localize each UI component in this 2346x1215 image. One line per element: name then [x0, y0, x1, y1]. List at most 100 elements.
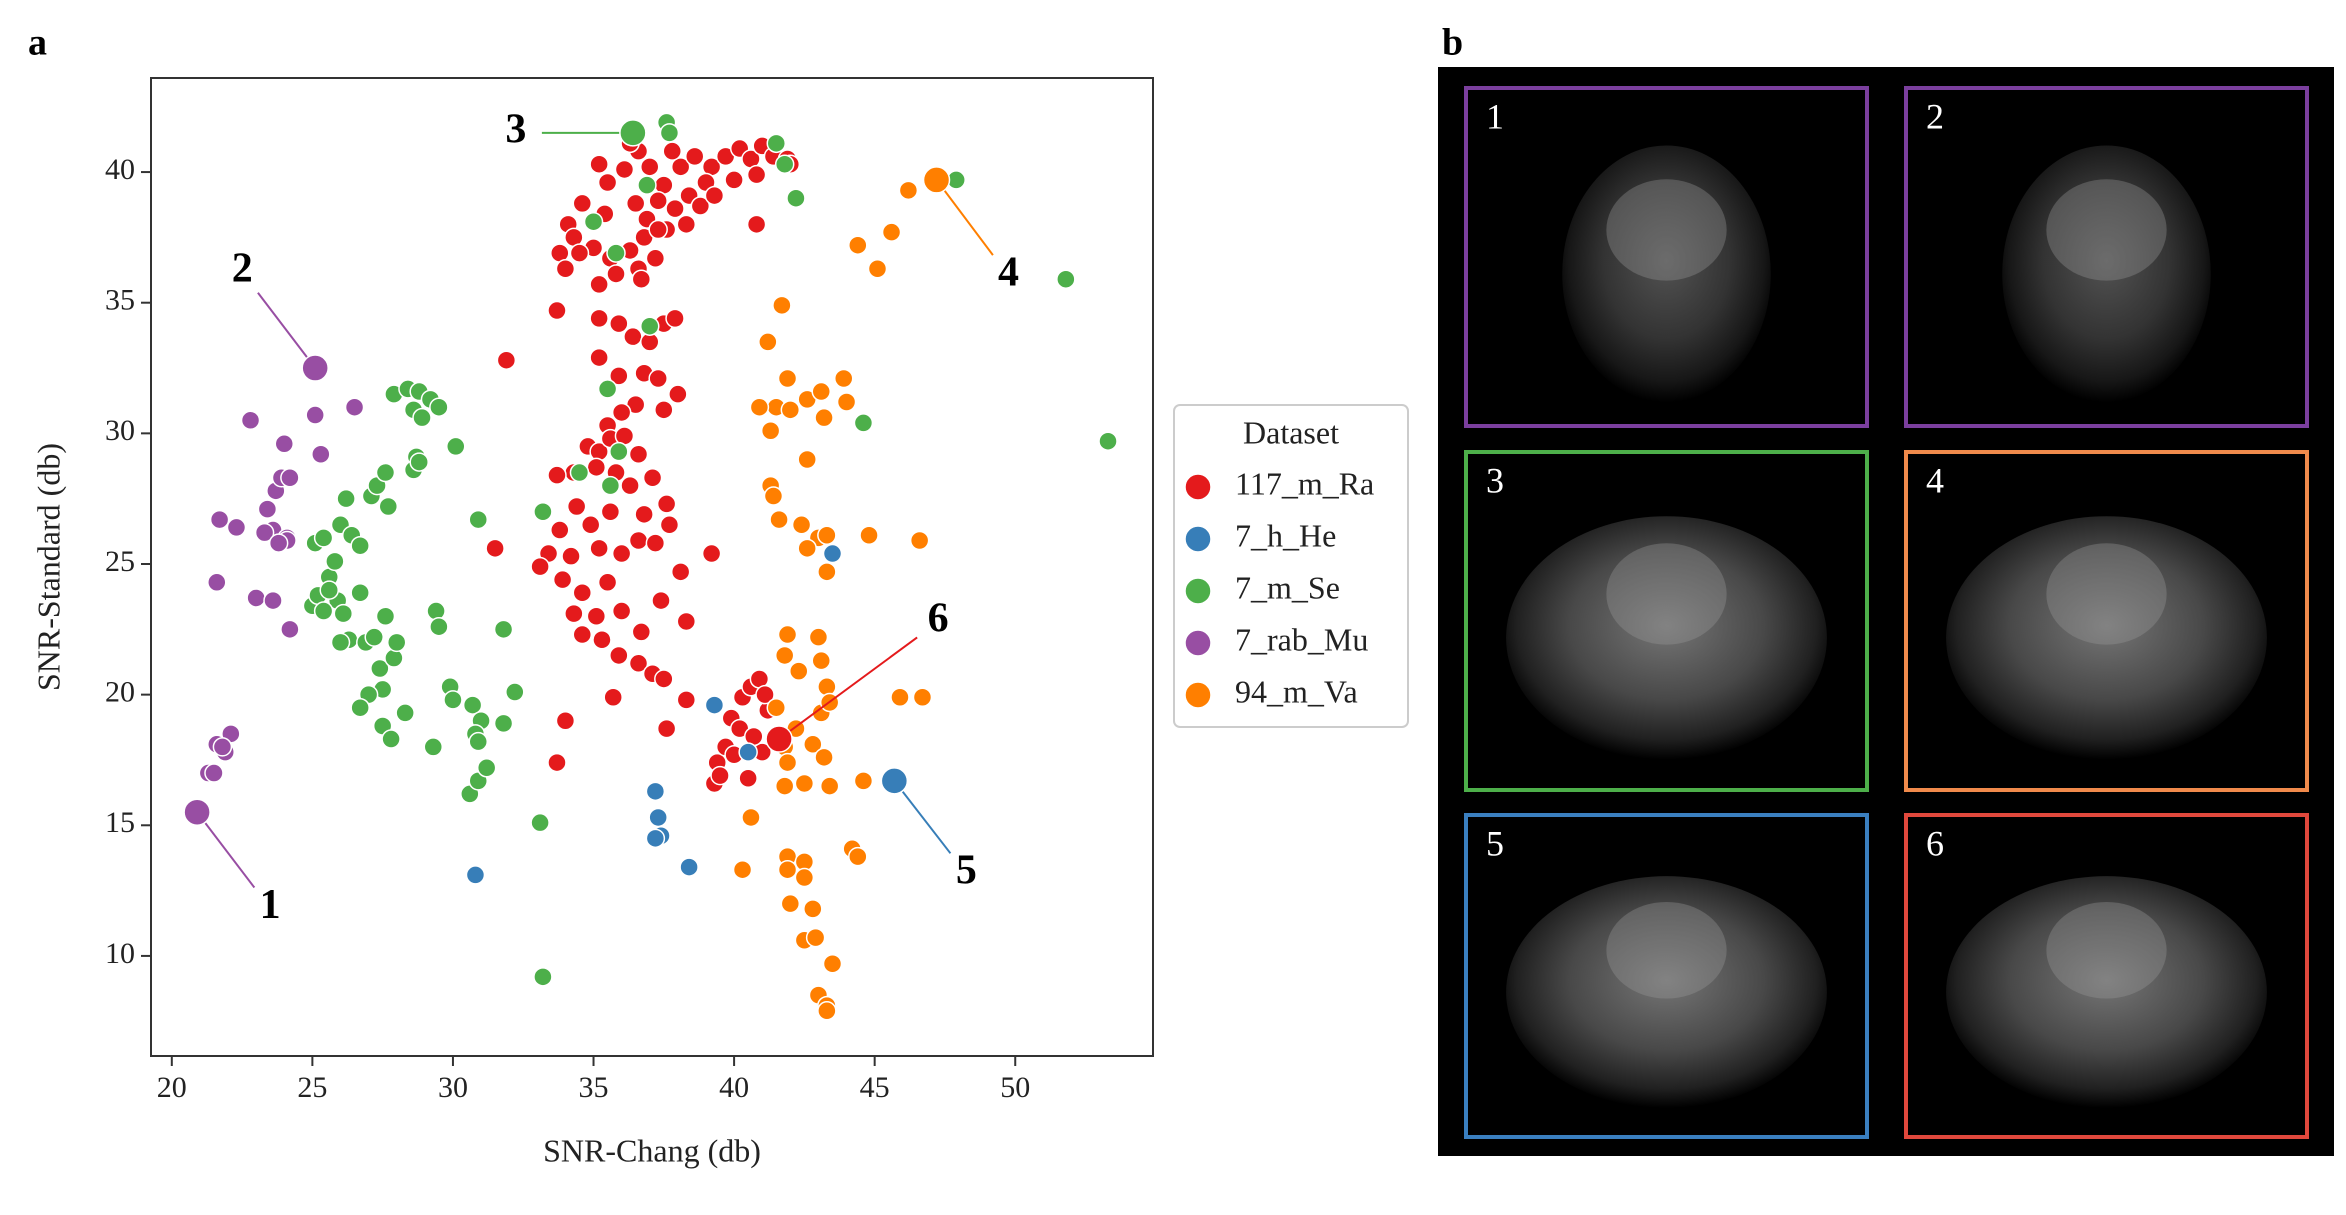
panel-label: a	[28, 22, 47, 64]
point	[637, 175, 657, 195]
point	[609, 645, 629, 666]
point	[589, 538, 609, 559]
point	[738, 742, 758, 762]
point	[665, 308, 685, 329]
mri-detail	[2046, 179, 2167, 281]
highlight-point	[765, 725, 793, 753]
point	[583, 211, 604, 232]
annotation-label: 2	[232, 246, 253, 292]
panel-label: b	[1442, 22, 1463, 64]
point	[789, 661, 809, 681]
point	[412, 407, 432, 428]
point	[656, 718, 677, 739]
image-frame	[1904, 450, 2309, 792]
point	[566, 496, 587, 517]
y-tick-label: 30	[105, 414, 135, 447]
point	[336, 488, 356, 509]
point	[496, 350, 517, 370]
point	[611, 601, 632, 621]
point	[493, 713, 514, 734]
point	[333, 603, 354, 624]
point	[648, 807, 668, 828]
point	[600, 501, 621, 522]
image-frame	[1904, 813, 2309, 1139]
point	[313, 601, 334, 621]
point	[676, 690, 697, 710]
point	[640, 316, 660, 336]
point	[254, 522, 275, 543]
point	[741, 807, 761, 828]
x-tick-label: 50	[1000, 1071, 1030, 1104]
point	[350, 697, 370, 718]
point	[212, 737, 233, 757]
point	[817, 1001, 837, 1021]
point	[597, 379, 618, 399]
point	[648, 191, 668, 211]
point	[572, 193, 593, 214]
mri-image	[2002, 145, 2211, 403]
point	[780, 893, 801, 914]
point	[817, 525, 837, 546]
mri-detail	[1606, 901, 1727, 999]
point	[766, 133, 787, 154]
point	[631, 269, 652, 289]
point	[819, 776, 840, 796]
point	[505, 682, 525, 702]
point	[468, 731, 489, 752]
annotation-label: 1	[260, 882, 281, 928]
x-tick-label: 35	[579, 1071, 609, 1104]
y-axis-label: SNR-Standard (db)	[30, 443, 66, 691]
point	[659, 515, 680, 535]
point	[280, 468, 300, 488]
mri-image	[1506, 876, 1827, 1109]
point	[313, 528, 334, 548]
mri-detail	[1606, 179, 1727, 281]
point	[614, 159, 635, 180]
point	[344, 397, 365, 417]
point	[848, 235, 868, 255]
annotation-label: 6	[928, 596, 949, 642]
point	[550, 520, 570, 540]
annotation-line	[935, 179, 994, 256]
y-tick-label: 20	[105, 676, 135, 709]
point	[777, 624, 798, 645]
point	[786, 188, 806, 208]
point	[209, 509, 230, 530]
point	[485, 538, 505, 559]
legend-marker	[1184, 681, 1212, 709]
image-label: 3	[1486, 460, 1504, 500]
point	[572, 582, 593, 603]
point	[586, 457, 607, 478]
point	[898, 180, 919, 201]
point	[381, 729, 401, 749]
mri-image	[1562, 145, 1771, 403]
point	[758, 332, 778, 352]
point	[628, 530, 649, 551]
legend-title: Dataset	[1243, 414, 1339, 450]
point	[645, 533, 666, 553]
point	[465, 865, 486, 885]
point	[738, 768, 758, 789]
point	[814, 407, 834, 428]
point	[791, 515, 812, 535]
point	[777, 368, 798, 389]
point	[668, 384, 688, 404]
point	[659, 123, 680, 143]
point	[665, 198, 685, 219]
point	[808, 627, 829, 647]
point	[530, 812, 550, 833]
point	[763, 486, 784, 506]
point	[690, 196, 711, 216]
point	[654, 400, 674, 420]
point	[648, 368, 668, 389]
point	[597, 572, 618, 593]
image-label: 2	[1926, 96, 1944, 136]
point	[564, 603, 584, 624]
point	[364, 627, 384, 647]
x-tick-label: 25	[297, 1071, 327, 1104]
point	[817, 677, 837, 697]
point	[589, 308, 609, 329]
point	[586, 606, 607, 627]
point	[662, 141, 682, 161]
x-tick-label: 30	[438, 1071, 468, 1104]
